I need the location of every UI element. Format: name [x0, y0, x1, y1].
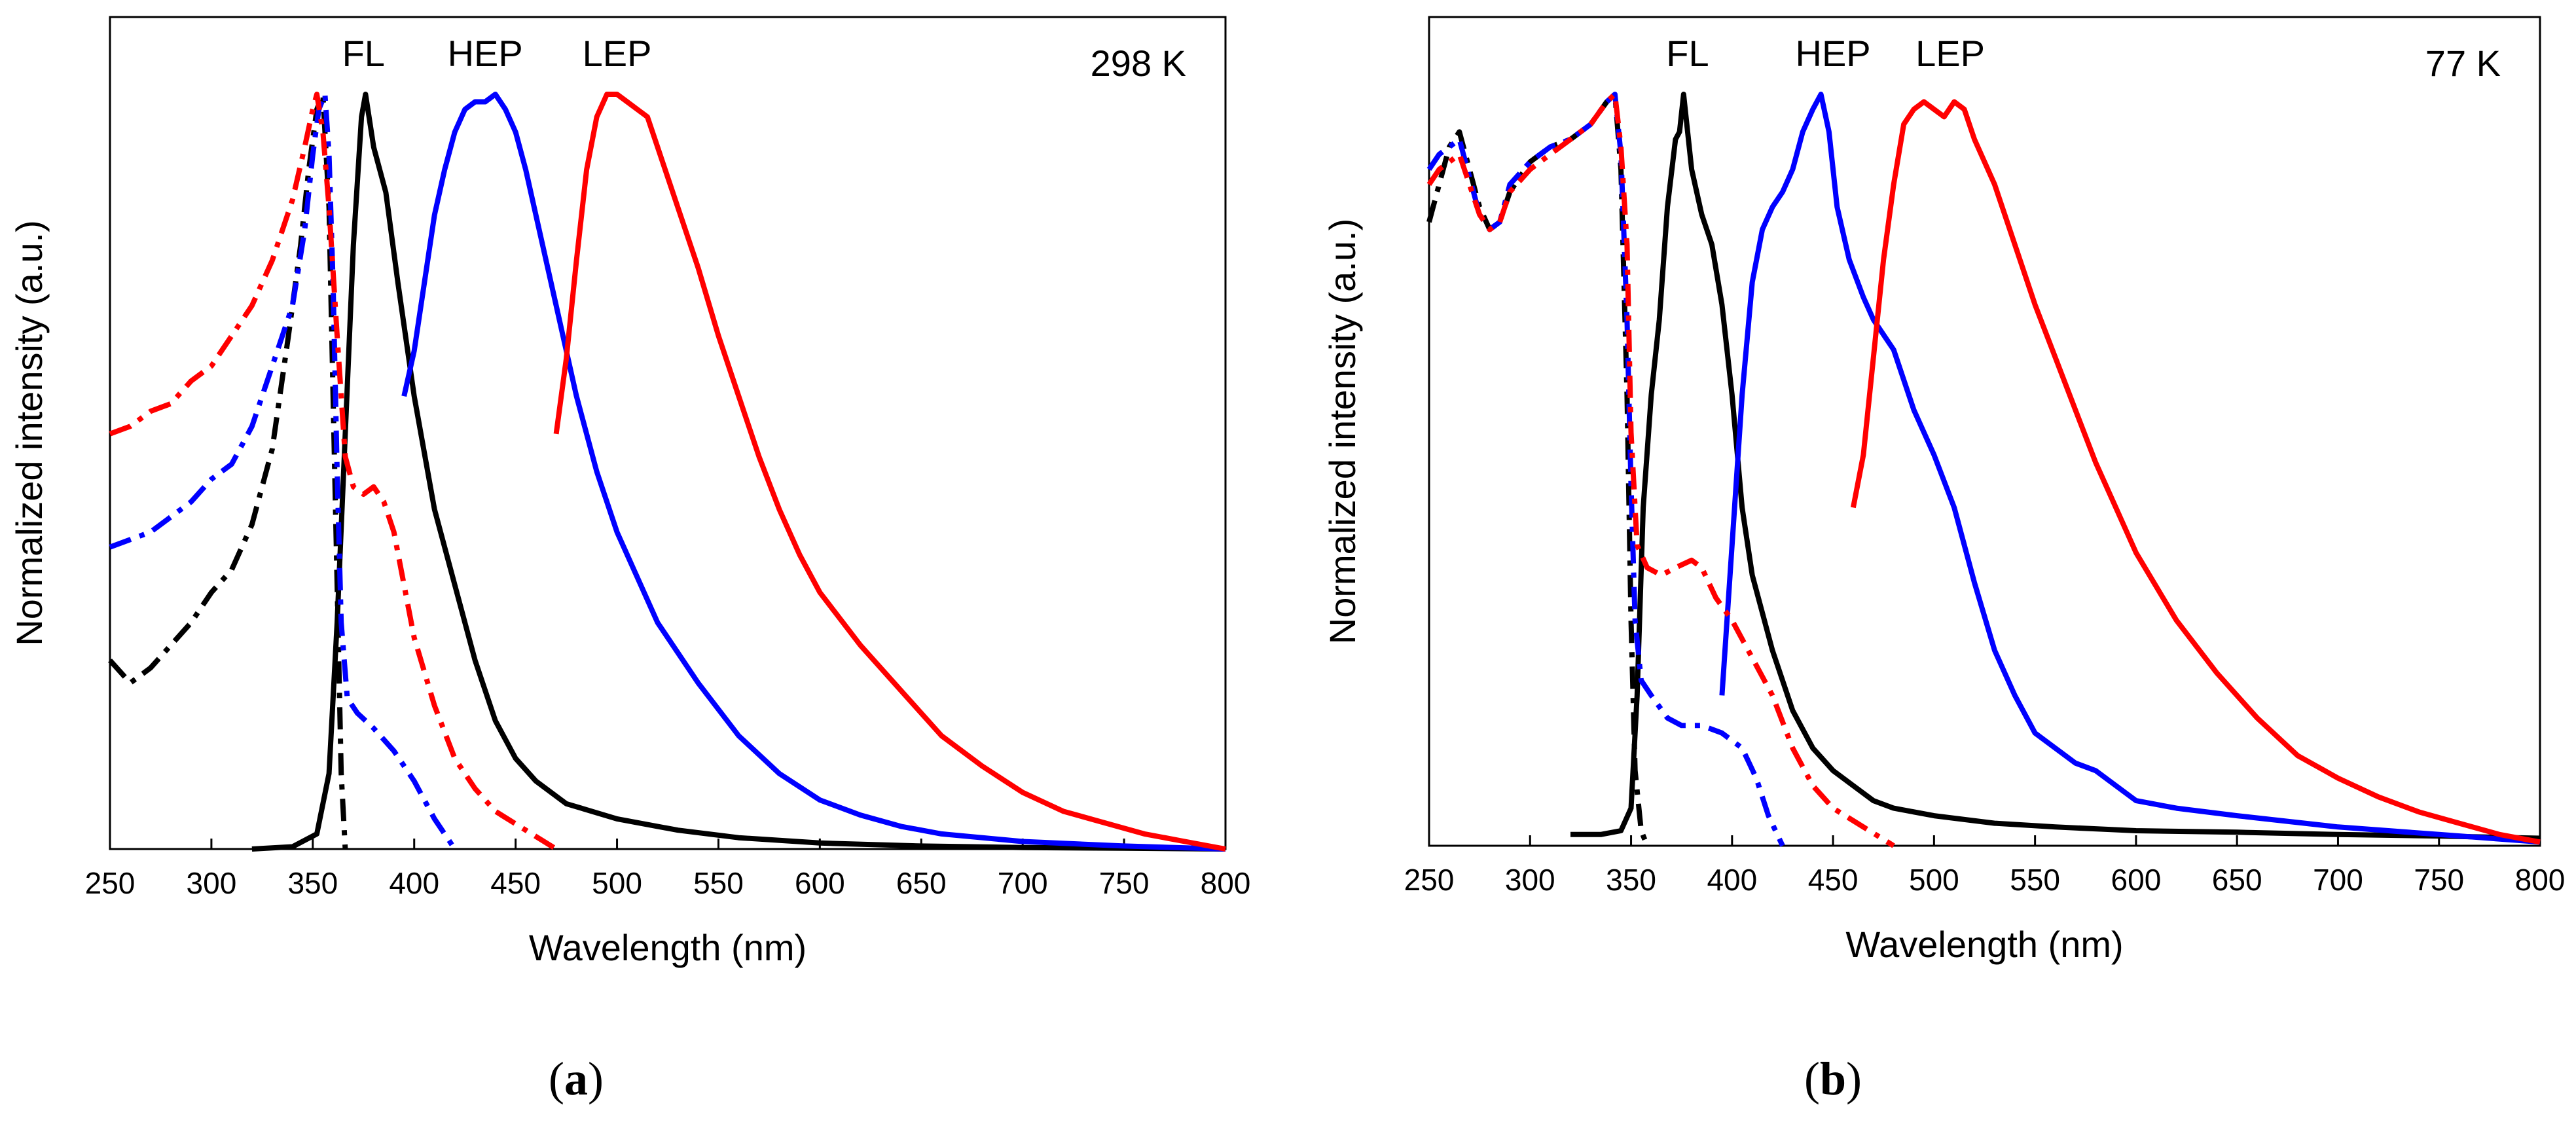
- x-tick-label: 250: [1404, 863, 1455, 897]
- x-tick-label: 250: [85, 866, 136, 900]
- peak-label-lep: LEP: [1915, 33, 1985, 74]
- panel-letter: b: [1820, 1053, 1846, 1105]
- peak-label-hep: HEP: [1796, 33, 1871, 74]
- peak-label-hep: HEP: [448, 33, 523, 74]
- series-line-fl-excitation: [1426, 92, 1650, 847]
- x-tick-label: 600: [795, 866, 845, 900]
- series-line-hep-emission: [1719, 92, 2541, 845]
- y-axis-label: Normalized intensity (a.u.): [9, 220, 50, 645]
- x-axis-label: Wavelength (nm): [1845, 924, 2123, 965]
- temperature-label: 77 K: [2425, 43, 2501, 84]
- x-tick-label: 550: [693, 866, 744, 900]
- plot-frame: [109, 16, 1227, 850]
- x-tick-label: 450: [1808, 863, 1859, 897]
- series-line-lep-excitation: [1426, 92, 1895, 848]
- x-tick-label: 550: [2010, 863, 2060, 897]
- x-tick-label: 350: [287, 866, 338, 900]
- plot-frame: [1428, 16, 2541, 847]
- x-tick-label: 500: [592, 866, 642, 900]
- x-tick-label: 650: [2212, 863, 2262, 897]
- x-tick-label: 500: [1909, 863, 1959, 897]
- series-line-hep-excitation: [1426, 92, 1785, 847]
- series-line-lep-excitation: [109, 92, 558, 852]
- temperature-label: 298 K: [1091, 43, 1186, 84]
- x-tick-label: 750: [1099, 866, 1150, 900]
- x-tick-label: 300: [1505, 863, 1555, 897]
- y-axis-label: Normalized intensity (a.u.): [1322, 219, 1363, 644]
- series-line-lep-emission: [1850, 99, 2541, 845]
- series-line-hep-emission: [401, 92, 1226, 852]
- peak-label-lep: LEP: [583, 33, 652, 74]
- x-tick-label: 800: [2515, 863, 2566, 897]
- x-tick-label: 300: [187, 866, 237, 900]
- peak-label-fl: FL: [1666, 33, 1709, 74]
- x-tick-label: 350: [1606, 863, 1656, 897]
- x-tick-label: 400: [389, 866, 439, 900]
- series-line-fl-emission: [1570, 92, 2541, 841]
- x-tick-label: 750: [2414, 863, 2464, 897]
- panel-letter: a: [564, 1053, 588, 1105]
- series-line-lep-emission: [553, 92, 1226, 852]
- x-tick-label: 700: [998, 866, 1048, 900]
- panel-caption: (b): [1804, 1053, 1862, 1105]
- x-tick-label: 450: [490, 866, 541, 900]
- panel-caption: (a): [549, 1053, 604, 1105]
- chart-panel-b: 250 300 350 400 450 500 550 600 650 700 750 800 Wave…: [1322, 16, 2566, 1105]
- x-tick-label: 600: [2111, 863, 2162, 897]
- chart-panel-a: 250 300 350 400 450 500 550 600 650 700 750 800 Wave…: [9, 16, 1251, 1105]
- peak-label-fl: FL: [342, 33, 385, 74]
- x-axis-label: Wavelength (nm): [529, 927, 807, 968]
- x-tick-label: 700: [2313, 863, 2363, 897]
- series-line-hep-excitation: [109, 92, 458, 851]
- x-tick-label: 400: [1707, 863, 1757, 897]
- series-line-fl-excitation: [108, 92, 348, 850]
- x-tick-label: 650: [896, 866, 947, 900]
- x-tick-label: 800: [1201, 866, 1251, 900]
